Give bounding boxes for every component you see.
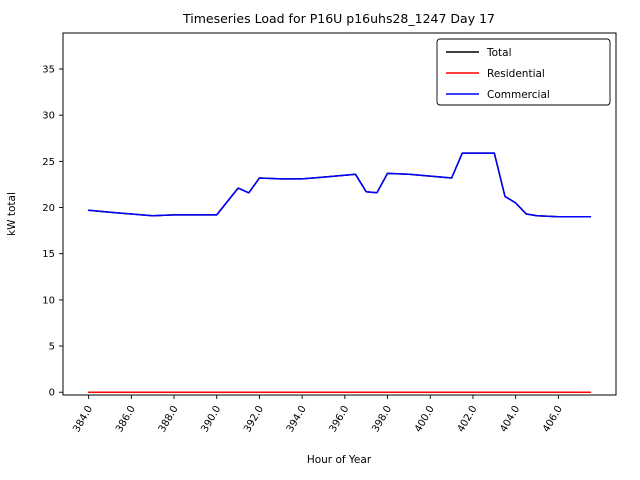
legend-label-total: Total — [486, 47, 512, 59]
y-tick-label: 35 — [42, 65, 55, 76]
y-axis-label: kW total — [6, 192, 18, 236]
x-axis-label: Hour of Year — [307, 454, 372, 466]
axes-border — [62, 32, 617, 396]
legend-label-residential: Residential — [487, 68, 545, 80]
legend-box — [436, 38, 611, 106]
series-line-commercial — [87, 152, 592, 218]
chart-title: Timeseries Load for P16U p16uhs28_1247 D… — [182, 11, 495, 26]
y-tick-label: 30 — [42, 111, 55, 122]
y-tick-label: 10 — [42, 295, 55, 306]
y-tick-label: 15 — [42, 249, 55, 260]
y-tick-label: 25 — [42, 157, 55, 168]
y-tick-label: 20 — [42, 203, 55, 214]
legend-label-commercial: Commercial — [487, 89, 550, 101]
y-tick-label: 0 — [49, 388, 55, 399]
y-tick-label: 5 — [49, 342, 55, 353]
